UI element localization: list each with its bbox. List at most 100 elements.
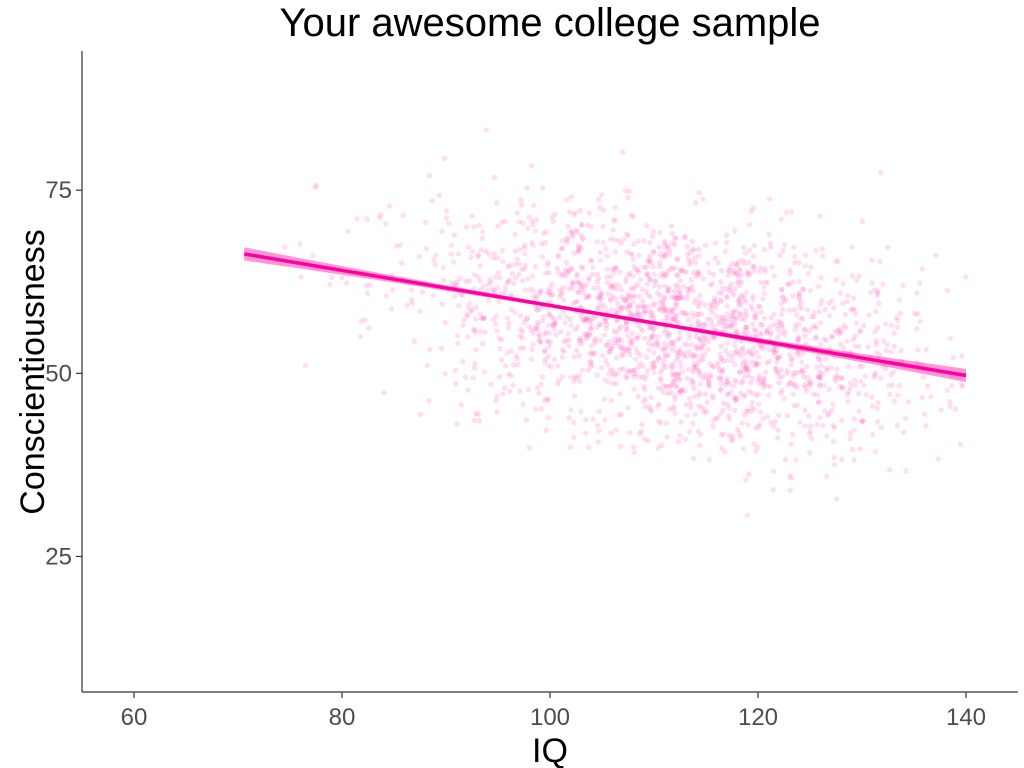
scatter-point <box>794 350 800 356</box>
scatter-point <box>602 318 608 324</box>
scatter-point <box>570 212 577 218</box>
scatter-point <box>555 381 561 387</box>
scatter-point <box>394 243 400 249</box>
scatter-point <box>525 387 532 393</box>
scatter-point <box>678 309 684 316</box>
scatter-point <box>677 290 683 296</box>
scatter-point <box>571 434 577 440</box>
x-axis-ticks: 60 80 100 120 140 <box>121 692 986 731</box>
scatter-point <box>669 315 675 322</box>
scatter-point <box>598 290 605 296</box>
scatter-point <box>744 368 750 374</box>
scatter-point <box>856 343 862 350</box>
scatter-point <box>699 343 706 350</box>
scatter-point <box>834 327 841 333</box>
scatter-point <box>759 322 765 328</box>
scatter-point <box>843 325 849 331</box>
scatter-point <box>627 430 633 436</box>
scatter-point <box>740 345 746 351</box>
scatter-point <box>526 323 532 330</box>
scatter-point <box>608 397 615 403</box>
scatter-point <box>677 376 683 383</box>
scatter-point <box>613 427 619 433</box>
scatter-point <box>545 396 551 402</box>
scatter-point <box>742 367 748 373</box>
scatter-point <box>915 311 921 317</box>
scatter-point <box>777 320 784 326</box>
scatter-point <box>873 338 879 344</box>
scatter-point <box>621 236 627 242</box>
scatter-point <box>630 286 636 292</box>
scatter-point <box>618 304 624 310</box>
scatter-point <box>919 394 925 400</box>
scatter-point <box>747 408 754 415</box>
scatter-point <box>715 260 721 266</box>
scatter-point <box>877 258 883 265</box>
scatter-point <box>537 291 543 297</box>
scatter-point <box>668 389 674 395</box>
scatter-point <box>589 349 595 355</box>
scatter-point <box>534 293 540 299</box>
scatter-point <box>733 397 739 403</box>
scatter-point <box>722 315 729 322</box>
scatter-point <box>644 270 650 276</box>
scatter-point <box>483 127 489 133</box>
scatter-point <box>598 293 604 299</box>
scatter-point <box>659 346 665 352</box>
scatter-point <box>710 395 716 401</box>
scatter-point <box>657 229 663 236</box>
scatter-point <box>473 411 479 417</box>
scatter-point <box>711 298 717 305</box>
scatter-point <box>557 287 563 293</box>
scatter-point <box>610 293 616 299</box>
scatter-point <box>737 298 743 304</box>
scatter-point <box>789 475 795 481</box>
scatter-point <box>567 209 573 215</box>
scatter-point <box>718 387 724 393</box>
scatter-point <box>572 393 578 399</box>
scatter-point <box>523 417 530 423</box>
scatter-point <box>494 328 500 334</box>
scatter-point <box>724 357 730 364</box>
scatter-point <box>559 354 565 360</box>
scatter-point <box>631 263 637 270</box>
scatter-point <box>363 283 370 289</box>
scatter-point <box>669 309 675 316</box>
scatter-point <box>530 242 536 249</box>
scatter-point <box>519 202 525 208</box>
scatter-point <box>845 398 851 404</box>
scatter-point <box>756 422 763 428</box>
scatter-point <box>569 282 575 288</box>
scatter-point <box>647 406 654 413</box>
scatter-point <box>889 382 895 388</box>
scatter-point <box>460 322 466 328</box>
scatter-point <box>620 353 626 359</box>
scatter-point <box>475 411 481 417</box>
scatter-point <box>739 346 745 352</box>
scatter-point <box>689 246 696 252</box>
scatter-point <box>726 433 732 439</box>
scatter-point <box>785 281 791 287</box>
scatter-point <box>596 204 603 211</box>
scatter-point <box>677 267 683 273</box>
scatter-point <box>677 346 683 352</box>
scatter-point <box>426 398 432 404</box>
scatter-point <box>558 245 565 252</box>
scatter-point <box>592 350 598 356</box>
scatter-point <box>751 441 757 447</box>
scatter-point <box>608 282 615 288</box>
scatter-point <box>646 403 652 410</box>
scatter-point <box>632 293 638 300</box>
scatter-point <box>799 359 805 366</box>
scatter-point <box>723 378 730 385</box>
scatter-point <box>833 259 839 265</box>
scatter-point <box>586 317 593 324</box>
y-tick-label: 50 <box>45 360 72 387</box>
scatter-point <box>546 415 552 421</box>
scatter-point <box>720 315 726 321</box>
scatter-point <box>624 375 630 381</box>
scatter-point <box>477 278 483 284</box>
scatter-point <box>641 309 647 315</box>
scatter-point <box>621 296 627 303</box>
scatter-point <box>796 290 803 296</box>
